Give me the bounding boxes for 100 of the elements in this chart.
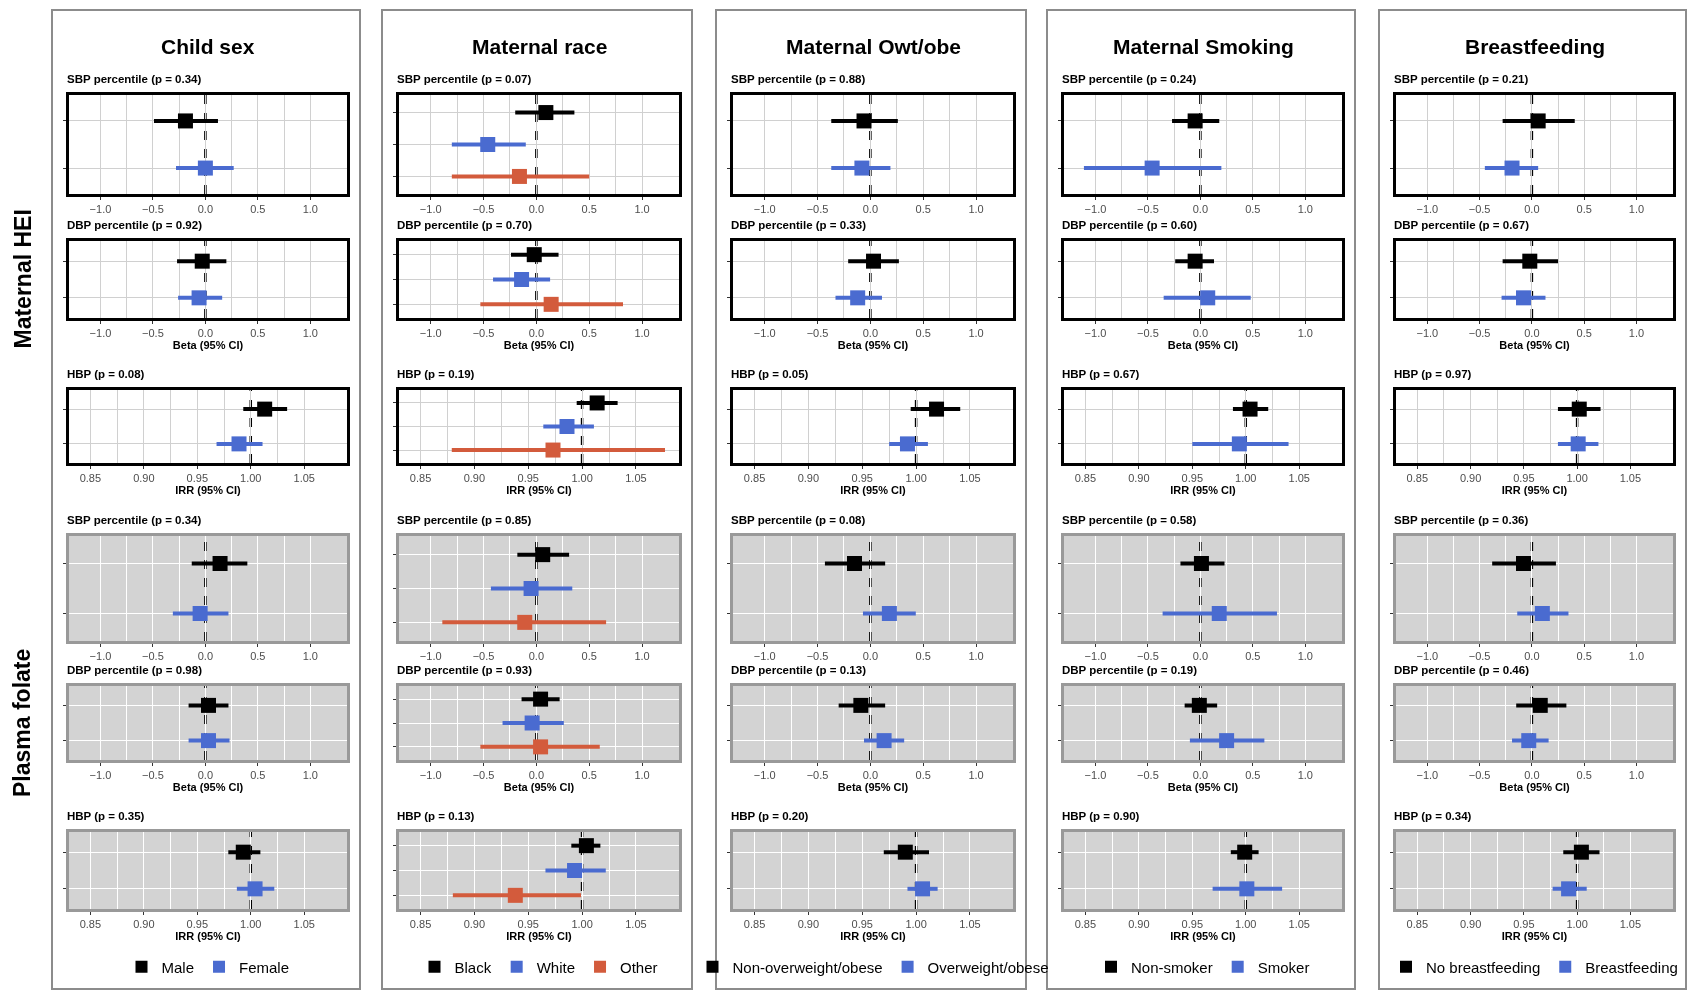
x-tick-label: 0.5	[1245, 769, 1261, 782]
x-tick-label: 0.85	[409, 918, 432, 931]
x-tick-label: −0.5	[472, 327, 495, 340]
chart-title: SBP percentile (p = 0.08)	[731, 514, 866, 526]
chart-title: SBP percentile (p = 0.36)	[1394, 514, 1529, 526]
x-tick-label: 1.00	[571, 472, 593, 485]
x-tick-label: 0.95	[186, 472, 209, 485]
x-tick-label: −1.0	[1416, 769, 1439, 782]
x-tick-label: 1.0	[634, 327, 650, 340]
x-axis-title: IRR (95% CI)	[175, 484, 242, 497]
x-axis-title: Beta (95% CI)	[503, 339, 575, 352]
x-tick-label: 0.95	[186, 918, 209, 931]
x-tick-label: −1.0	[753, 650, 776, 663]
x-tick-label: 1.05	[293, 918, 315, 931]
chart-title: HBP (p = 0.13)	[397, 810, 475, 822]
x-tick-label: 1.00	[1235, 918, 1257, 931]
chart-title: HBP (p = 0.08)	[67, 368, 145, 380]
chart-title: SBP percentile (p = 0.34)	[67, 73, 202, 85]
x-tick-label: 0.5	[581, 203, 597, 216]
x-tick-label: 1.05	[625, 472, 647, 485]
legend-label: Breastfeeding	[1585, 958, 1678, 976]
x-tick-label: −0.5	[1468, 203, 1491, 216]
x-tick-label: 1.05	[293, 472, 315, 485]
x-tick-label: 0.0	[197, 650, 214, 663]
x-tick-label: 0.5	[1576, 769, 1592, 782]
legend-label: Female	[239, 958, 290, 976]
x-axis-title: IRR (95% CI)	[1501, 484, 1568, 497]
x-axis-title: IRR (95% CI)	[1170, 930, 1237, 943]
chart-title: HBP (p = 0.20)	[731, 810, 809, 822]
chart-title: HBP (p = 0.67)	[1062, 368, 1140, 380]
x-tick-label: 0.85	[1406, 918, 1429, 931]
x-tick-label: 0.95	[1513, 472, 1535, 485]
x-tick-label: 0.90	[133, 472, 155, 485]
x-tick-label: −1.0	[1416, 203, 1439, 216]
legend-label: Male	[161, 958, 195, 976]
x-tick-label: −1.0	[89, 203, 112, 216]
x-tick-label: 0.0	[1524, 769, 1540, 782]
x-tick-label: −0.5	[806, 203, 829, 216]
chart-title: DBP percentile (p = 0.93)	[397, 664, 533, 676]
x-tick-label: 0.5	[250, 327, 266, 340]
x-tick-label: 0.5	[250, 203, 266, 216]
x-tick-label: 0.85	[743, 918, 766, 931]
x-tick-label: −0.5	[806, 327, 829, 340]
chart-title: SBP percentile (p = 0.58)	[1062, 514, 1197, 526]
x-tick-label: 1.0	[634, 769, 650, 782]
x-tick-label: 1.0	[968, 650, 984, 663]
legend-label: Non-smoker	[1131, 958, 1213, 976]
x-tick-label: 0.90	[463, 918, 486, 931]
x-tick-label: −0.5	[472, 769, 495, 782]
x-tick-label: 1.00	[571, 918, 593, 931]
x-tick-label: −1.0	[1416, 650, 1439, 663]
x-tick-label: −1.0	[1084, 769, 1107, 782]
x-axis-title: IRR (95% CI)	[506, 930, 573, 943]
x-tick-label: −0.5	[1137, 769, 1159, 782]
chart-title: SBP percentile (p = 0.34)	[67, 514, 202, 526]
x-tick-label: 0.5	[915, 650, 931, 663]
x-tick-label: 1.05	[1619, 918, 1642, 931]
x-tick-label: 0.0	[528, 203, 545, 216]
chart-title: SBP percentile (p = 0.24)	[1062, 73, 1197, 85]
x-tick-label: 0.90	[1459, 472, 1482, 485]
x-tick-label: 0.90	[133, 918, 155, 931]
text: Child sex	[161, 35, 255, 58]
x-tick-label: 0.85	[79, 918, 102, 931]
chart-title: HBP (p = 0.05)	[731, 368, 809, 380]
x-tick-label: −1.0	[753, 769, 776, 782]
x-axis-title: IRR (95% CI)	[506, 484, 573, 497]
chart-title: DBP percentile (p = 0.67)	[1394, 219, 1530, 231]
x-tick-label: −1.0	[419, 769, 442, 782]
chart-title: SBP percentile (p = 0.07)	[397, 73, 532, 85]
x-tick-label: 1.0	[1297, 327, 1313, 340]
x-tick-label: 1.05	[1288, 918, 1310, 931]
x-tick-label: 1.00	[240, 918, 262, 931]
x-tick-label: −1.0	[419, 650, 442, 663]
x-tick-label: 0.0	[528, 650, 545, 663]
x-tick-label: 0.5	[1245, 650, 1261, 663]
x-axis-title: Beta (95% CI)	[1167, 339, 1239, 352]
x-tick-label: 0.0	[528, 769, 545, 782]
x-tick-label: 0.5	[1245, 327, 1261, 340]
x-tick-label: 0.90	[797, 918, 820, 931]
x-tick-label: 0.0	[197, 769, 214, 782]
x-tick-label: −1.0	[419, 203, 442, 216]
x-tick-label: 0.0	[528, 327, 545, 340]
x-axis-title: Beta (95% CI)	[172, 339, 244, 352]
text: Maternal race	[472, 35, 608, 58]
x-tick-label: 0.0	[862, 327, 879, 340]
x-tick-label: 0.5	[250, 769, 266, 782]
x-tick-label: 1.0	[634, 203, 650, 216]
x-tick-label: 1.05	[625, 918, 647, 931]
x-axis-title: Beta (95% CI)	[837, 339, 909, 352]
x-axis-title: IRR (95% CI)	[1501, 930, 1568, 943]
x-tick-label: 0.5	[915, 203, 931, 216]
x-tick-label: 0.5	[1576, 203, 1592, 216]
x-tick-label: 1.0	[1297, 650, 1313, 663]
x-tick-label: 1.0	[968, 769, 984, 782]
x-tick-label: 0.0	[197, 203, 214, 216]
legend-label: Smoker	[1257, 958, 1310, 976]
x-tick-label: 0.0	[1192, 203, 1209, 216]
chart-title: DBP percentile (p = 0.70)	[397, 219, 533, 231]
x-tick-label: 0.85	[409, 472, 432, 485]
x-tick-label: −1.0	[753, 203, 776, 216]
